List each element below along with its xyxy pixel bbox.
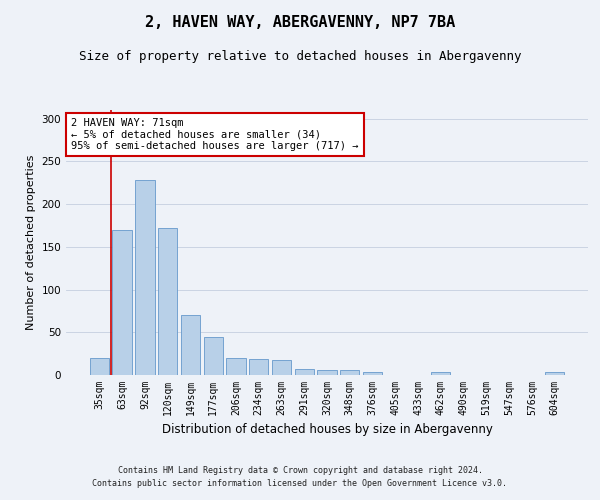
Bar (249, 359, 268, 375)
Bar (135, 180, 155, 375)
Bar (340, 370, 359, 375)
Text: Contains HM Land Registry data © Crown copyright and database right 2024.
Contai: Contains HM Land Registry data © Crown c… (92, 466, 508, 487)
Bar (226, 358, 245, 375)
Bar (295, 369, 314, 375)
Bar (203, 338, 223, 375)
Bar (272, 360, 291, 375)
Bar (431, 372, 451, 375)
Bar (158, 228, 178, 375)
Text: Size of property relative to detached houses in Abergavenny: Size of property relative to detached ho… (79, 50, 521, 63)
X-axis label: Distribution of detached houses by size in Abergavenny: Distribution of detached houses by size … (161, 424, 493, 436)
Bar (545, 372, 564, 375)
Text: 2, HAVEN WAY, ABERGAVENNY, NP7 7BA: 2, HAVEN WAY, ABERGAVENNY, NP7 7BA (145, 15, 455, 30)
Bar (90, 358, 109, 375)
Text: 2 HAVEN WAY: 71sqm
← 5% of detached houses are smaller (34)
95% of semi-detached: 2 HAVEN WAY: 71sqm ← 5% of detached hous… (71, 118, 359, 151)
Bar (317, 370, 337, 375)
Bar (181, 315, 200, 375)
Bar (363, 372, 382, 375)
Bar (112, 230, 132, 375)
Y-axis label: Number of detached properties: Number of detached properties (26, 155, 36, 330)
